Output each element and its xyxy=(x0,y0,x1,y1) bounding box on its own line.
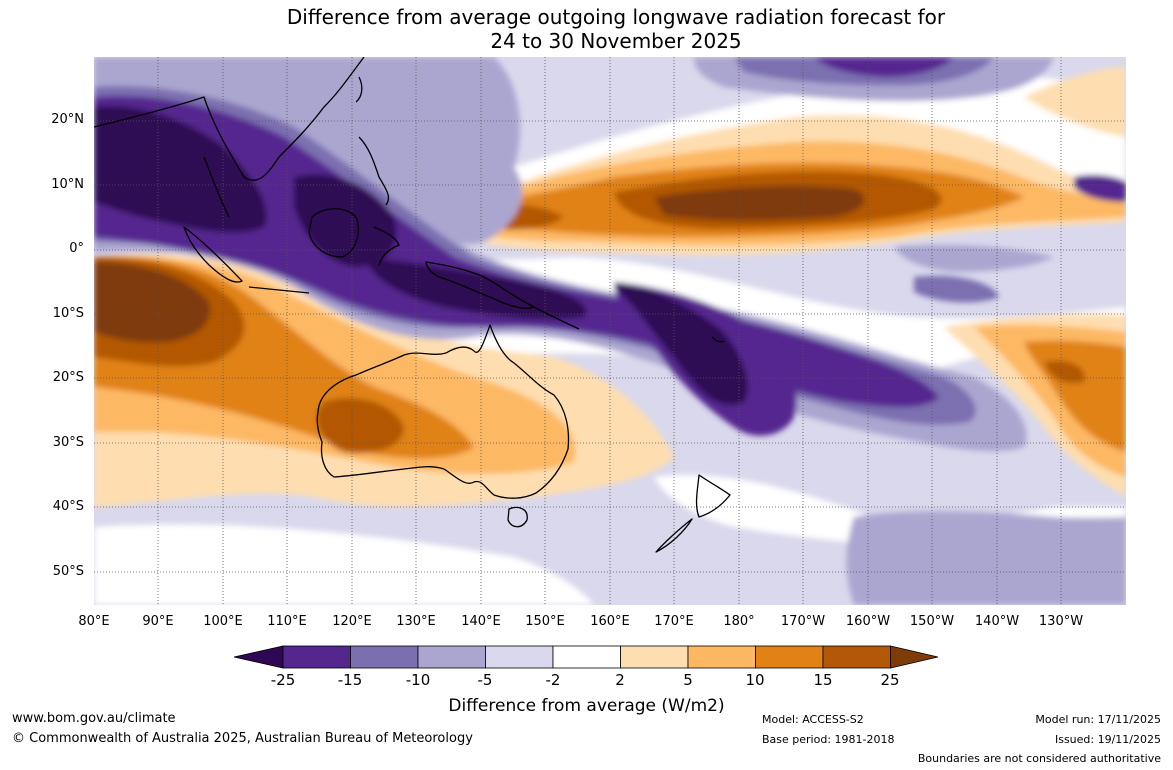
field-plus15-australia xyxy=(316,398,404,454)
lon-label-110e: 110°E xyxy=(267,614,307,629)
field-minus5-south xyxy=(846,511,1126,605)
colorbar-tick-plus2: 2 xyxy=(615,671,625,689)
colorbar xyxy=(233,645,939,669)
coast-australia xyxy=(316,324,570,499)
lon-label-120e: 120°E xyxy=(332,614,372,629)
olr-anomaly-map xyxy=(94,57,1126,605)
lat-label-10n: 10°N xyxy=(51,177,84,192)
coast-new-guinea xyxy=(425,261,535,309)
chart-title-line2: 24 to 30 November 2025 xyxy=(490,29,742,53)
field-minus15-dateline-east xyxy=(1074,174,1126,202)
lat-label-30s: 30°S xyxy=(52,435,84,450)
colorbar-segment-minus10 xyxy=(350,645,419,669)
colorbar-extend-low xyxy=(233,645,284,669)
colorbar-tick-plus5: 5 xyxy=(683,671,693,689)
anomaly-fields xyxy=(94,57,1126,605)
footer-base-period: Base period: 1981-2018 xyxy=(762,733,895,746)
field-minus10-east-tropics xyxy=(914,275,999,303)
coast-borneo xyxy=(308,208,359,258)
lon-label-140w: 140°W xyxy=(974,614,1020,629)
footer-url[interactable]: www.bom.gov.au/climate xyxy=(12,711,176,726)
field-minus25-pacific xyxy=(614,282,748,406)
lat-label-50s: 50°S xyxy=(52,564,84,579)
colorbar-tick-minus25: -25 xyxy=(270,671,296,689)
colorbar-tick-plus10: 10 xyxy=(745,671,765,689)
footer-copyright: © Commonwealth of Australia 2025, Austra… xyxy=(12,731,473,746)
coast-asia-mainland xyxy=(94,57,365,181)
lon-label-170w: 170°W xyxy=(780,614,826,629)
colorbar-segment-minus2 xyxy=(485,645,554,669)
field-minus15-ne xyxy=(814,57,954,77)
lat-label-10s: 10°S xyxy=(52,306,84,321)
colorbar-tick-plus15: 15 xyxy=(813,671,833,689)
field-minus5-east-tropics xyxy=(894,245,1054,272)
lon-label-150e: 150°E xyxy=(525,614,565,629)
colorbar-segment-minus5 xyxy=(417,645,486,669)
lon-label-140e: 140°E xyxy=(461,614,501,629)
lon-label-180: 180° xyxy=(723,614,755,629)
footer-model: Model: ACCESS-S2 xyxy=(762,713,864,726)
colorbar-segment-minus15 xyxy=(282,645,351,669)
coast-solomons xyxy=(533,306,580,330)
colorbar-title: Difference from average (W/m2) xyxy=(448,696,725,716)
footer-issued: Issued: 19/11/2025 xyxy=(1054,733,1161,746)
colorbar-tick-minus5: -5 xyxy=(477,671,493,689)
lat-label-40s: 40°S xyxy=(52,499,84,514)
coast-java xyxy=(248,286,310,294)
field-neutral-south xyxy=(94,524,594,605)
colorbar-segment-plus10 xyxy=(755,645,824,669)
lon-label-130w: 130°W xyxy=(1038,614,1084,629)
lat-label-0: 0° xyxy=(69,241,84,256)
lon-label-160e: 160°E xyxy=(590,614,630,629)
colorbar-tick-minus15: -15 xyxy=(337,671,363,689)
coast-sumatra xyxy=(183,226,243,283)
lon-label-160w: 160°W xyxy=(845,614,891,629)
colorbar-segment-plus5 xyxy=(687,645,756,669)
colorbar-tick-minus10: -10 xyxy=(405,671,431,689)
coastlines xyxy=(94,57,731,553)
graticule xyxy=(94,57,1126,605)
lon-label-90e: 90°E xyxy=(142,614,174,629)
lon-label-130e: 130°E xyxy=(396,614,436,629)
coast-tasmania xyxy=(507,506,528,528)
lat-label-20s: 20°S xyxy=(52,370,84,385)
field-minus25-maritime xyxy=(94,106,587,319)
lon-label-100e: 100°E xyxy=(203,614,243,629)
colorbar-segment-plus2 xyxy=(620,645,689,669)
coast-fiji xyxy=(711,336,725,343)
lat-label-20n: 20°N xyxy=(51,112,84,127)
colorbar-segment-plus15 xyxy=(822,645,891,669)
coast-taiwan xyxy=(355,76,363,103)
colorbar-segment-neutral xyxy=(552,645,621,669)
colorbar-extend-high xyxy=(890,645,939,669)
footer-model-run: Model run: 17/11/2025 xyxy=(1035,713,1161,726)
colorbar-tick-plus25: 25 xyxy=(880,671,900,689)
coast-philippines xyxy=(358,136,390,206)
field-plus25-equatorial xyxy=(654,185,865,221)
field-plus2-ne xyxy=(1024,67,1126,137)
lon-label-170e: 170°E xyxy=(654,614,694,629)
lon-label-150w: 150°W xyxy=(909,614,955,629)
coast-nz-south xyxy=(655,518,693,553)
footer-disclaimer: Boundaries are not considered authoritat… xyxy=(917,752,1161,765)
coast-sulawesi xyxy=(373,226,400,266)
lon-label-80e: 80°E xyxy=(78,614,110,629)
chart-title-line1: Difference from average outgoing longwav… xyxy=(286,5,946,29)
field-plus25-west xyxy=(94,262,210,343)
field-plus15-southeast xyxy=(1044,360,1085,384)
coast-malay-peninsula xyxy=(203,156,230,218)
coast-nz-north xyxy=(695,474,731,518)
colorbar-tick-minus2: -2 xyxy=(545,671,561,689)
